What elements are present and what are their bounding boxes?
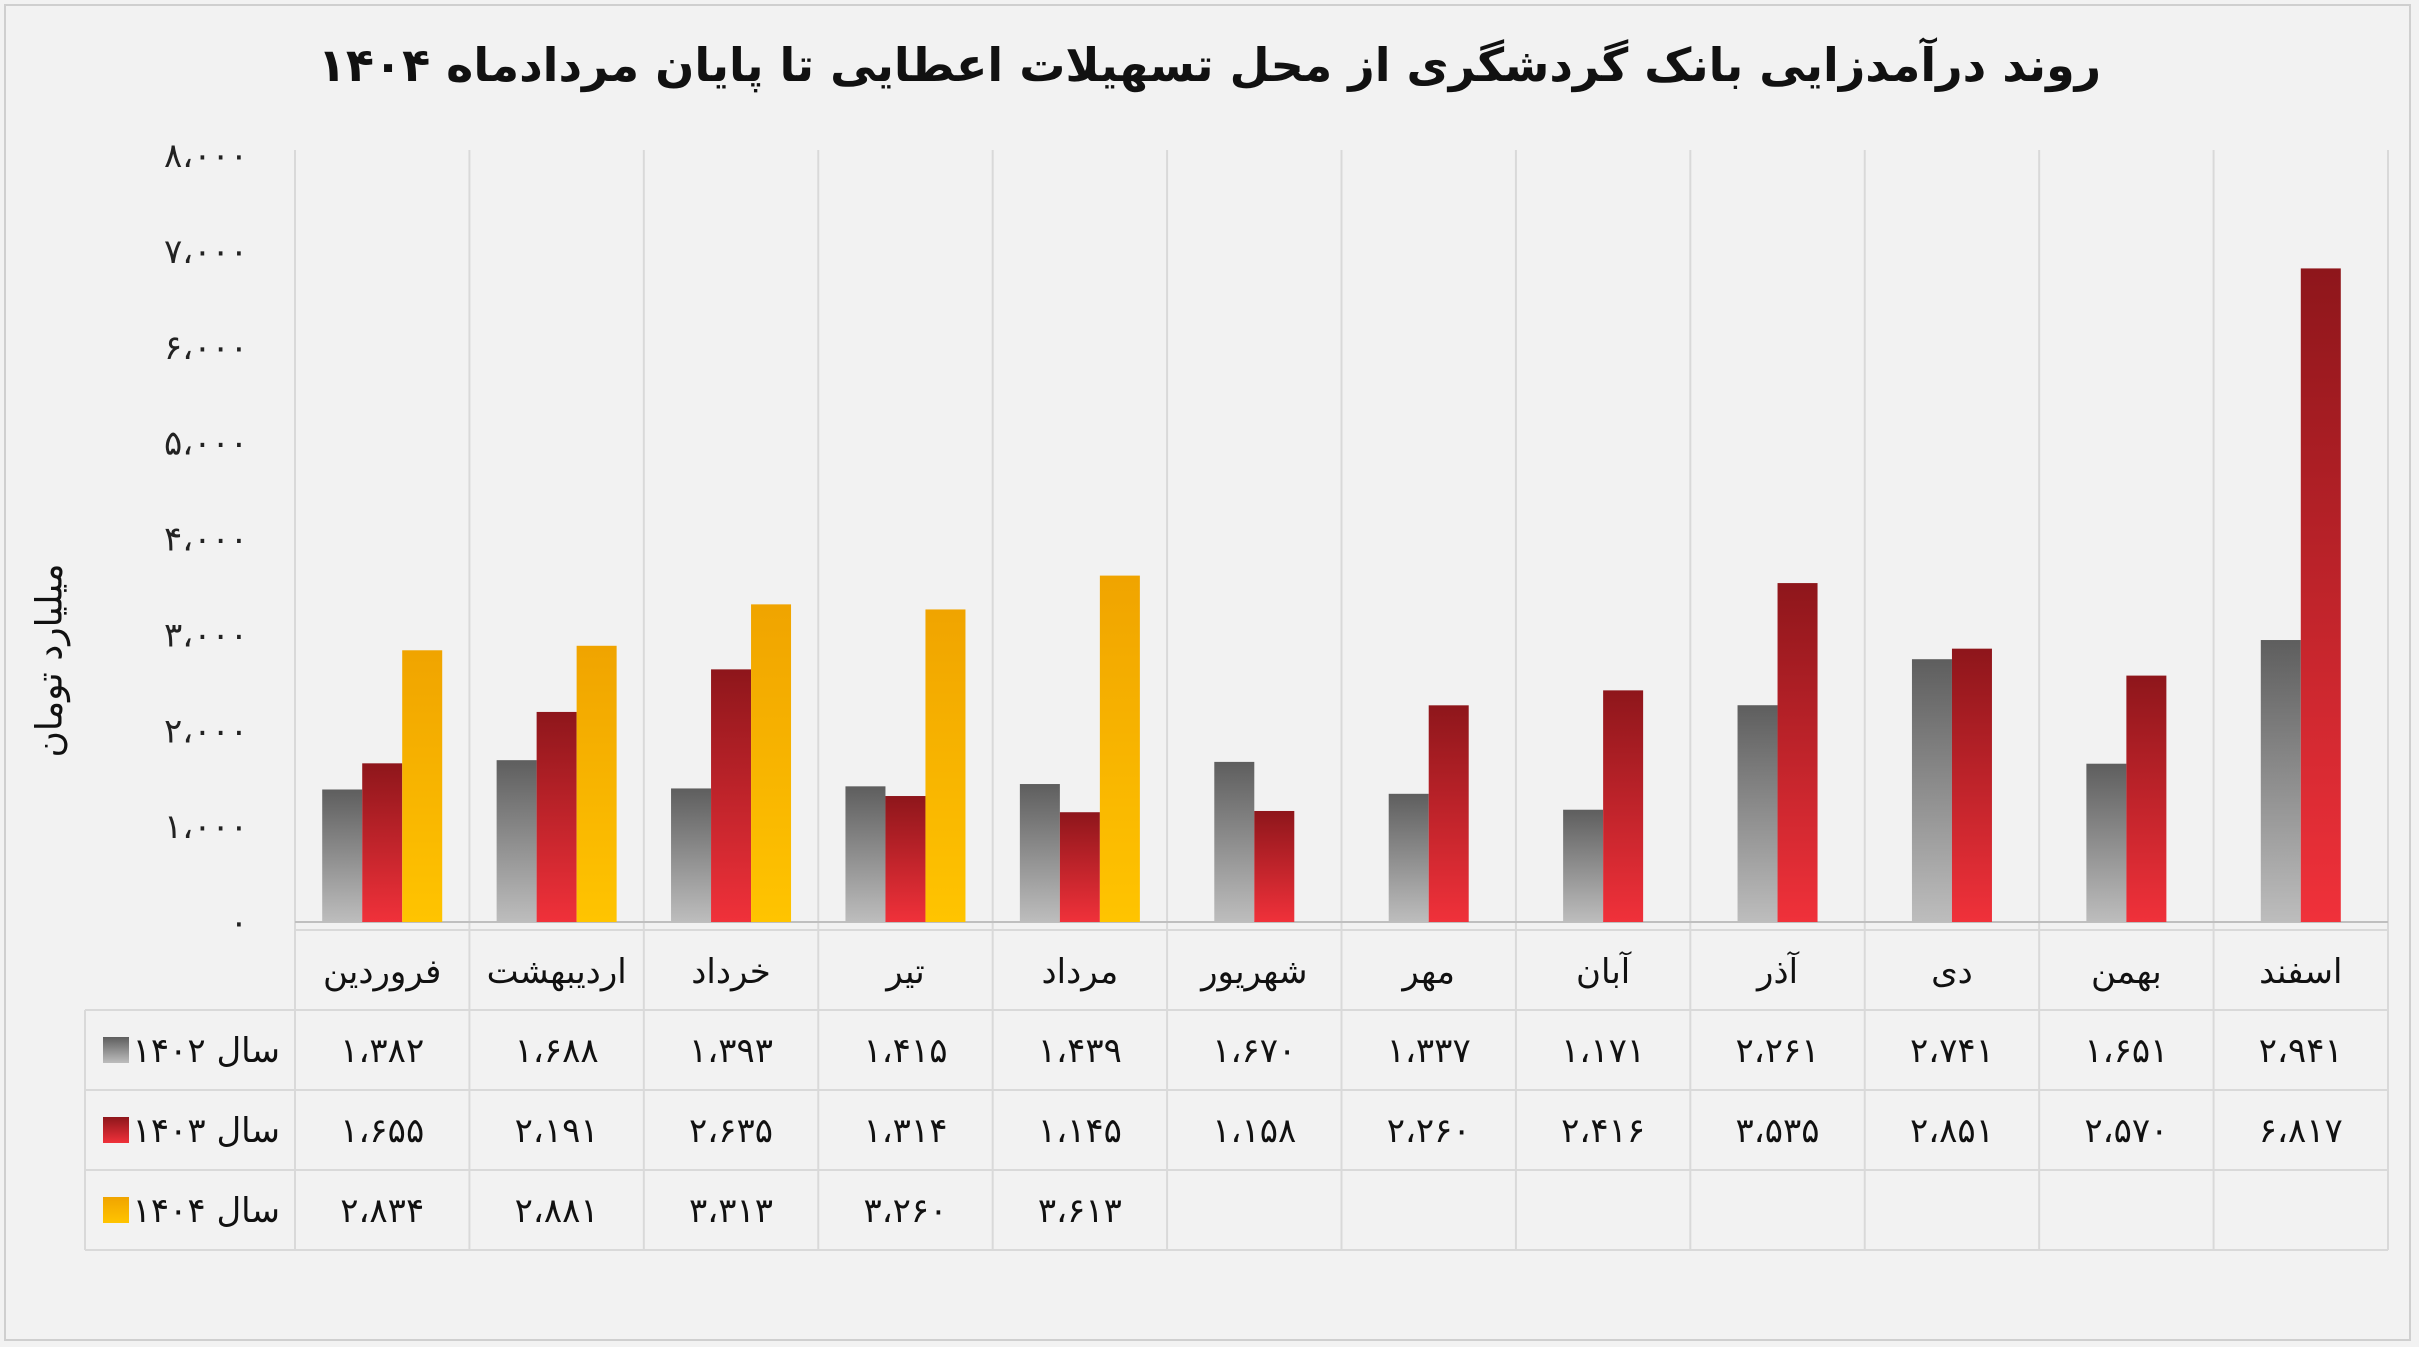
data-label: ۶،۸۱۷ <box>2259 1111 2343 1151</box>
data-label: ۲،۸۳۴ <box>340 1191 424 1231</box>
data-label: ۱،۳۹۳ <box>689 1031 773 1071</box>
data-label: ۳،۶۱۳ <box>1038 1191 1122 1231</box>
data-label: ۲،۹۴۱ <box>2259 1031 2343 1071</box>
data-label: ۱،۳۳۷ <box>1387 1031 1471 1071</box>
bar-1402-4 <box>1019 784 1060 922</box>
data-label: ۲،۸۸۱ <box>515 1191 599 1231</box>
data-label: ۲،۱۹۱ <box>515 1111 599 1151</box>
data-label: ۱،۶۵۱ <box>2084 1031 2168 1071</box>
y-tick-label: ۶،۰۰۰ <box>164 328 248 368</box>
bar-1402-10 <box>2086 763 2127 922</box>
data-label: ۱،۶۷۰ <box>1212 1031 1296 1071</box>
bar-1402-3 <box>845 786 886 922</box>
x-category-label: مرداد <box>1042 952 1119 992</box>
bar-1404-1 <box>576 645 617 922</box>
data-label: ۱،۴۱۵ <box>863 1031 947 1071</box>
data-label: ۱،۱۵۸ <box>1212 1111 1296 1151</box>
chart-title: روند درآمدزایی بانک گردشگری از محل تسهیل… <box>317 38 2102 92</box>
x-category-label: مهر <box>1400 952 1455 992</box>
data-label: ۳،۵۳۵ <box>1736 1111 1820 1151</box>
bar-1403-5 <box>1254 810 1295 922</box>
x-category-label: دی <box>1931 952 1973 992</box>
legend-label: سال ۱۴۰۲ <box>133 1031 280 1071</box>
bar-1403-9 <box>1951 648 1992 922</box>
legend-swatch-1404 <box>103 1197 129 1223</box>
y-tick-label: ۵،۰۰۰ <box>164 424 248 464</box>
data-label: ۳،۳۱۳ <box>689 1191 773 1231</box>
bar-1404-2 <box>751 604 792 922</box>
bar-1403-2 <box>711 669 752 922</box>
y-tick-label: ۴،۰۰۰ <box>164 520 248 560</box>
x-category-label: اسفند <box>2259 952 2342 992</box>
data-label: ۲،۲۶۰ <box>1387 1111 1471 1151</box>
bar-1402-6 <box>1388 793 1429 922</box>
legend-label: سال ۱۴۰۳ <box>133 1111 280 1151</box>
data-label: ۱،۱۴۵ <box>1038 1111 1122 1151</box>
data-label: ۱،۴۳۹ <box>1038 1031 1122 1071</box>
bar-1403-6 <box>1428 705 1469 922</box>
x-category-label: خرداد <box>691 952 771 992</box>
bar-1403-4 <box>1059 812 1100 922</box>
bar-1403-1 <box>536 711 577 922</box>
x-category-label: آبان <box>1576 951 1632 992</box>
data-label: ۱،۳۱۴ <box>863 1111 947 1151</box>
bar-1403-10 <box>2126 675 2167 922</box>
data-label: ۲،۴۱۶ <box>1561 1111 1645 1151</box>
bar-1404-3 <box>925 609 966 922</box>
y-tick-label: ۷،۰۰۰ <box>164 232 248 272</box>
data-label: ۱،۳۸۲ <box>340 1031 424 1071</box>
x-category-label: بهمن <box>2091 952 2162 992</box>
x-category-label: فروردین <box>323 952 441 992</box>
data-label: ۲،۸۵۱ <box>1910 1111 1994 1151</box>
y-tick-label: ۰ <box>230 903 248 943</box>
legend-label: سال ۱۴۰۴ <box>133 1191 280 1231</box>
x-category-label: اردیبهشت <box>487 952 627 992</box>
bar-1404-0 <box>402 650 443 922</box>
y-tick-label: ۲،۰۰۰ <box>164 711 248 751</box>
chart-frame <box>4 4 2411 1341</box>
x-category-label: شهریور <box>1199 952 1307 992</box>
bar-1402-9 <box>1911 659 1952 922</box>
legend-swatch-1403 <box>103 1117 129 1143</box>
data-label: ۲،۲۶۱ <box>1736 1031 1820 1071</box>
bar-1402-5 <box>1214 761 1255 922</box>
data-label: ۲،۶۳۵ <box>689 1111 773 1151</box>
bar-1403-8 <box>1777 583 1818 922</box>
bar-1402-2 <box>671 788 712 922</box>
bar-1402-8 <box>1737 705 1778 922</box>
bar-1403-11 <box>2300 268 2341 922</box>
bar-1403-0 <box>362 763 403 922</box>
bar-1404-4 <box>1099 575 1140 922</box>
bar-1403-3 <box>885 796 926 922</box>
data-label: ۱،۶۵۵ <box>340 1111 424 1151</box>
bar-1402-0 <box>322 789 363 922</box>
bar-1402-1 <box>496 760 537 922</box>
data-label: ۲،۵۷۰ <box>2084 1111 2168 1151</box>
data-label: ۲،۷۴۱ <box>1910 1031 1994 1071</box>
x-category-label: آذر <box>1755 951 1800 992</box>
bar-1402-11 <box>2260 640 2301 922</box>
data-label: ۱،۶۸۸ <box>515 1031 599 1071</box>
data-label: ۳،۲۶۰ <box>863 1191 947 1231</box>
y-tick-label: ۸،۰۰۰ <box>164 136 248 176</box>
bar-1402-7 <box>1563 809 1604 922</box>
bar-1403-7 <box>1603 690 1644 922</box>
y-tick-label: ۱،۰۰۰ <box>164 807 248 847</box>
legend-swatch-1402 <box>103 1037 129 1063</box>
y-tick-label: ۳،۰۰۰ <box>164 615 248 655</box>
x-category-label: تیر <box>884 952 924 992</box>
data-label: ۱،۱۷۱ <box>1561 1031 1645 1071</box>
